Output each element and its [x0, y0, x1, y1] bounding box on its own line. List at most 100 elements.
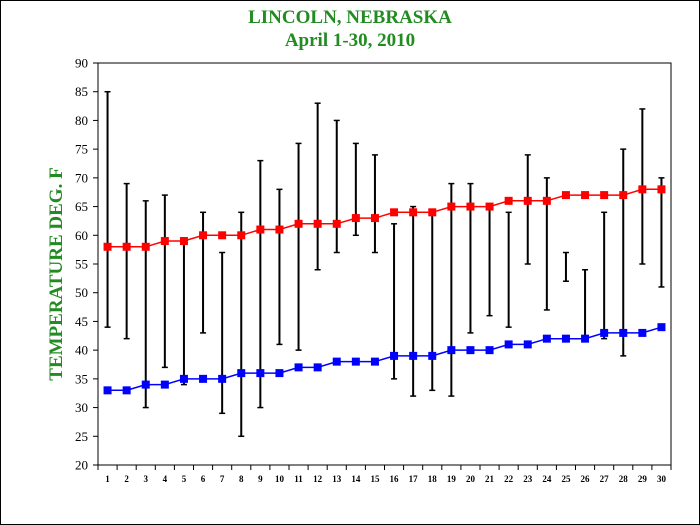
high-series-point: [447, 202, 456, 211]
x-tick-label: 30: [657, 474, 667, 484]
y-tick-label: 60: [75, 228, 88, 243]
low-series-point: [218, 374, 227, 383]
high-series-point: [370, 214, 379, 223]
low-series-point: [141, 380, 150, 389]
low-series-point: [638, 328, 647, 337]
low-series-point: [199, 374, 208, 383]
high-series-point: [504, 196, 513, 205]
low-series-point: [390, 351, 399, 360]
x-tick-label: 17: [409, 474, 419, 484]
low-series-point: [619, 328, 628, 337]
x-tick-label: 2: [124, 474, 129, 484]
high-series-point: [619, 191, 628, 200]
chart-title: LINCOLN, NEBRASKA: [248, 7, 452, 28]
x-tick-label: 4: [163, 474, 168, 484]
x-tick-label: 19: [447, 474, 457, 484]
low-series-point: [428, 351, 437, 360]
x-tick-label: 24: [542, 474, 552, 484]
x-tick-label: 1: [105, 474, 110, 484]
y-tick-label: 30: [75, 400, 88, 415]
low-series-point: [351, 357, 360, 366]
y-tick-label: 70: [75, 170, 88, 185]
y-tick-label: 45: [75, 314, 88, 329]
high-series-point: [332, 219, 341, 228]
y-tick-label: 75: [75, 142, 88, 157]
x-tick-label: 3: [144, 474, 149, 484]
high-series-point: [237, 231, 246, 240]
high-series-point: [141, 242, 150, 251]
x-tick-label: 6: [201, 474, 206, 484]
y-tick-label: 50: [75, 285, 88, 300]
x-tick-label: 14: [351, 474, 361, 484]
x-tick-label: 18: [428, 474, 438, 484]
high-series-point: [294, 219, 303, 228]
y-tick-label: 35: [75, 371, 88, 386]
low-series-point: [657, 323, 666, 332]
y-tick-label: 40: [75, 343, 88, 358]
high-series-point: [199, 231, 208, 240]
x-tick-label: 26: [581, 474, 591, 484]
high-series-point: [351, 214, 360, 223]
y-tick-label: 85: [75, 84, 88, 99]
high-series-point: [561, 191, 570, 200]
high-series-point: [122, 242, 131, 251]
low-series-point: [409, 351, 418, 360]
high-series-point: [313, 219, 322, 228]
y-tick-label: 65: [75, 199, 88, 214]
x-tick-label: 16: [390, 474, 400, 484]
high-series-point: [600, 191, 609, 200]
low-series-point: [160, 380, 169, 389]
x-tick-label: 23: [523, 474, 533, 484]
high-series-point: [428, 208, 437, 217]
low-series-point: [447, 346, 456, 355]
low-series-point: [504, 340, 513, 349]
high-series-point: [485, 202, 494, 211]
low-series-point: [581, 334, 590, 343]
x-tick-label: 27: [600, 474, 610, 484]
x-tick-label: 10: [275, 474, 285, 484]
low-series-point: [561, 334, 570, 343]
high-series-point: [638, 185, 647, 194]
x-tick-label: 8: [239, 474, 244, 484]
high-series-point: [160, 237, 169, 246]
y-tick-label: 25: [75, 429, 88, 444]
low-series-point: [179, 374, 188, 383]
high-series-point: [179, 237, 188, 246]
y-tick-label: 20: [75, 458, 88, 473]
low-series-point: [523, 340, 532, 349]
high-series-point: [523, 196, 532, 205]
low-series-point: [103, 386, 112, 395]
low-series-point: [600, 328, 609, 337]
x-tick-label: 7: [220, 474, 225, 484]
x-tick-label: 12: [313, 474, 323, 484]
x-tick-label: 5: [182, 474, 187, 484]
x-tick-label: 25: [561, 474, 571, 484]
low-series-point: [122, 386, 131, 395]
low-series-point: [294, 363, 303, 372]
low-series-point: [275, 369, 284, 378]
low-series-line: [107, 326, 662, 392]
x-tick-label: 9: [258, 474, 263, 484]
high-series-point: [466, 202, 475, 211]
low-series-point: [256, 369, 265, 378]
y-tick-label: 80: [75, 113, 88, 128]
low-series-point: [332, 357, 341, 366]
x-tick-label: 11: [294, 474, 303, 484]
chart-subtitle: April 1-30, 2010: [284, 30, 416, 51]
high-series-point: [256, 225, 265, 234]
high-series-point: [275, 225, 284, 234]
x-tick-label: 15: [370, 474, 380, 484]
low-series-point: [313, 363, 322, 372]
low-series-point: [370, 357, 379, 366]
low-series-point: [237, 369, 246, 378]
x-tick-label: 21: [485, 474, 495, 484]
high-series-point: [581, 191, 590, 200]
high-series-point: [390, 208, 399, 217]
high-series-point: [542, 196, 551, 205]
x-tick-label: 13: [332, 474, 342, 484]
low-series-point: [542, 334, 551, 343]
y-tick-label: 90: [75, 56, 88, 71]
y-tick-label: 55: [75, 257, 88, 272]
